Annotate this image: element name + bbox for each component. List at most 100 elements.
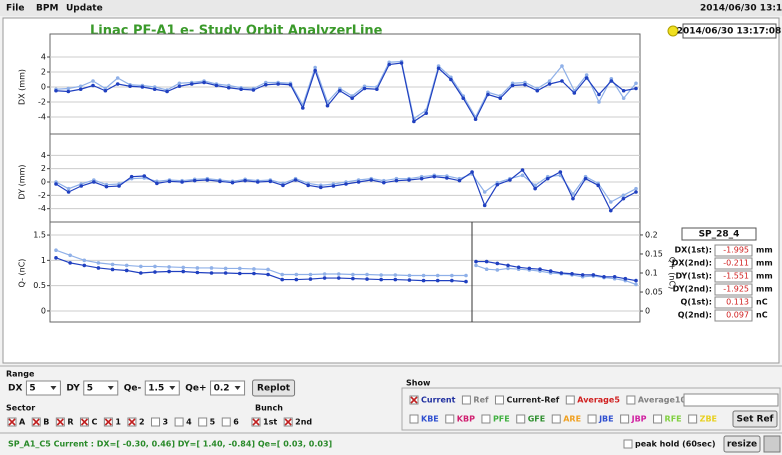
checkbox[interactable]: [626, 395, 636, 405]
checkbox-label[interactable]: ZBE: [700, 415, 717, 424]
checkbox-label[interactable]: R: [67, 418, 73, 427]
button-label[interactable]: Set Ref: [737, 415, 774, 425]
data-point: [393, 277, 398, 282]
checkbox-label[interactable]: A: [19, 418, 26, 427]
text-input[interactable]: [683, 393, 779, 407]
checkbox-label[interactable]: Current-Ref: [506, 396, 559, 405]
checkbox-label[interactable]: ARE: [563, 415, 581, 424]
checkbox[interactable]: [174, 417, 184, 427]
checkbox-label[interactable]: JBP: [631, 415, 647, 424]
checkbox[interactable]: [494, 395, 504, 405]
dropdown-arrow: [107, 386, 114, 390]
menu-item[interactable]: BPM: [36, 4, 58, 14]
row-unit: mm: [756, 246, 773, 255]
data-point: [435, 278, 440, 283]
checkbox-label[interactable]: 1st: [263, 418, 277, 427]
row-label: DY(2nd):: [673, 285, 712, 294]
bpm-name-box: [681, 227, 757, 241]
checkbox-label[interactable]: 5: [210, 418, 216, 427]
field-box[interactable]: [83, 380, 119, 396]
checkbox[interactable]: [461, 395, 471, 405]
checkbox-label[interactable]: RFE: [665, 415, 682, 424]
data-point: [464, 273, 468, 278]
data-point: [268, 179, 273, 184]
data-point: [533, 186, 537, 191]
row-label: Q(2nd):: [678, 311, 712, 320]
checkbox-label[interactable]: JBE: [598, 415, 614, 424]
field-box[interactable]: [144, 380, 180, 396]
y-tick-label: 4: [41, 53, 46, 62]
checkbox-label[interactable]: GFE: [528, 415, 546, 424]
checkbox-label[interactable]: Average5: [577, 396, 620, 405]
data-point: [167, 179, 172, 184]
data-point: [623, 276, 628, 281]
checkbox-label[interactable]: peak hold (60sec): [635, 440, 715, 449]
checkbox[interactable]: [409, 414, 419, 424]
checkbox-label[interactable]: KBP: [457, 415, 475, 424]
series-line: [55, 249, 466, 277]
data-point: [294, 272, 299, 277]
row-label: DX(1st):: [675, 246, 712, 255]
button[interactable]: [732, 410, 778, 428]
button[interactable]: [723, 435, 761, 453]
data-point: [379, 273, 383, 277]
checkbox[interactable]: [516, 414, 526, 424]
checkbox-label[interactable]: Ref: [473, 396, 489, 405]
checkbox-label[interactable]: B: [43, 418, 49, 427]
checkbox[interactable]: [623, 439, 633, 449]
checkbox[interactable]: [445, 414, 455, 424]
series-line: [55, 257, 467, 283]
checkbox-label[interactable]: 1: [115, 418, 121, 427]
field-value[interactable]: 1.5: [148, 384, 164, 394]
value-box: [714, 257, 753, 270]
data-point: [365, 277, 369, 281]
checkbox[interactable]: [653, 414, 663, 424]
checkbox-label[interactable]: 4: [186, 418, 192, 427]
checkbox-label[interactable]: 2nd: [295, 418, 312, 427]
checkbox-label[interactable]: PFE: [493, 415, 510, 424]
checkbox[interactable]: [481, 414, 491, 424]
group-label: Sector: [6, 404, 35, 413]
checkbox-label[interactable]: Average10: [638, 396, 687, 405]
field-box[interactable]: [25, 380, 61, 396]
checkbox-label[interactable]: KBE: [421, 415, 439, 424]
field-box[interactable]: [210, 380, 246, 396]
checkbox[interactable]: [620, 414, 630, 424]
data-point: [195, 270, 200, 275]
menu-item[interactable]: File: [6, 4, 24, 14]
checkbox[interactable]: [587, 414, 597, 424]
field-value[interactable]: 5: [87, 384, 93, 394]
button-label[interactable]: resize: [727, 440, 757, 450]
checkbox-label[interactable]: Current: [421, 396, 456, 405]
checkbox[interactable]: [551, 414, 561, 424]
data-point: [520, 168, 525, 172]
group-label: Bunch: [255, 404, 283, 413]
field-value[interactable]: 0.2: [214, 384, 230, 394]
button[interactable]: [252, 379, 296, 397]
checkbox[interactable]: [221, 417, 231, 427]
y-tick-label: 1: [41, 256, 46, 265]
field-value[interactable]: 5: [29, 384, 35, 394]
menu-item[interactable]: Update: [66, 4, 103, 14]
data-point: [251, 88, 256, 92]
y2-tick-label: 0.15: [645, 249, 663, 258]
icon-button[interactable]: [763, 435, 781, 453]
data-point: [78, 84, 83, 89]
y-tick-label: 1.5: [33, 231, 46, 240]
checkbox-label[interactable]: 6: [233, 418, 239, 427]
checkbox[interactable]: [565, 395, 575, 405]
checkbox-label[interactable]: 3: [163, 418, 169, 427]
bpm-name: SP_28_4: [699, 230, 740, 240]
checkbox-label[interactable]: C: [91, 418, 97, 427]
checkbox-label[interactable]: 2: [139, 418, 145, 427]
y-axis-label: DY (mm): [18, 165, 27, 200]
data-point: [344, 182, 348, 186]
data-point: [424, 111, 429, 116]
data-point: [432, 174, 437, 179]
data-point: [110, 267, 115, 272]
checkbox[interactable]: [198, 417, 208, 427]
button-label[interactable]: Replot: [257, 384, 291, 394]
checkbox[interactable]: [151, 417, 161, 427]
checkbox[interactable]: [688, 414, 698, 424]
y-tick-label: 4: [41, 151, 46, 160]
